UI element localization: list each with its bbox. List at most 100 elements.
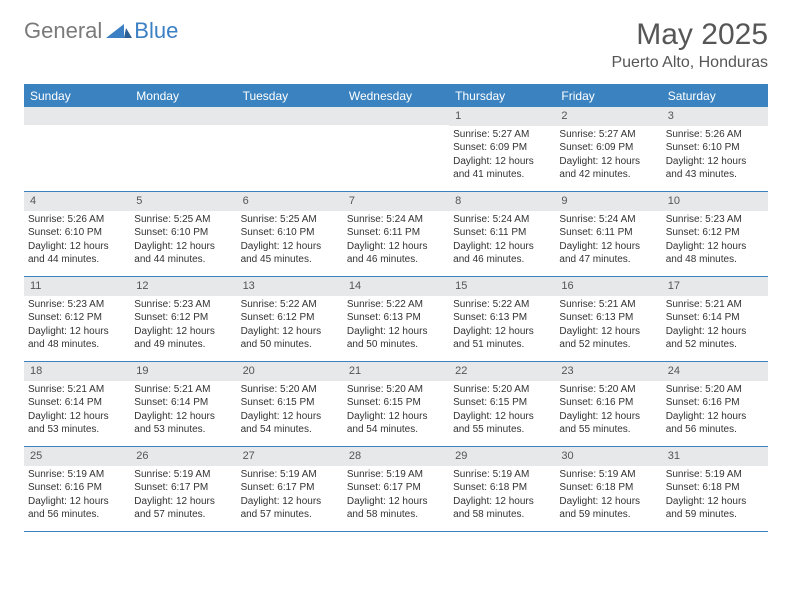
- sunrise-text: Sunrise: 5:19 AM: [559, 468, 657, 482]
- day-number: 13: [243, 280, 255, 292]
- daylight-text: Daylight: 12 hours and 55 minutes.: [559, 410, 657, 437]
- day-number: 15: [455, 280, 467, 292]
- sunrise-text: Sunrise: 5:20 AM: [347, 383, 445, 397]
- daylight-text: Daylight: 12 hours and 51 minutes.: [453, 325, 551, 352]
- weekday-header: Thursday: [449, 85, 555, 107]
- day-number: 23: [561, 365, 573, 377]
- day-cell: 17Sunrise: 5:21 AMSunset: 6:14 PMDayligh…: [662, 277, 768, 361]
- day-cell: 7Sunrise: 5:24 AMSunset: 6:11 PMDaylight…: [343, 192, 449, 276]
- day-cell: 22Sunrise: 5:20 AMSunset: 6:15 PMDayligh…: [449, 362, 555, 446]
- day-number-bar: 12: [130, 277, 236, 296]
- sunrise-text: Sunrise: 5:19 AM: [666, 468, 764, 482]
- day-number-bar: 7: [343, 192, 449, 211]
- day-number: 27: [243, 450, 255, 462]
- day-number: 9: [561, 195, 567, 207]
- day-number-bar: 6: [237, 192, 343, 211]
- daylight-text: Daylight: 12 hours and 43 minutes.: [666, 155, 764, 182]
- day-cell: 27 Sunrise: 5:19 AMSunset: 6:17 PMDayligh…: [237, 447, 343, 531]
- day-body: Sunrise: 5:19 AMSunset: 6:18 PMDaylight:…: [555, 468, 661, 526]
- sunset-text: Sunset: 6:10 PM: [241, 226, 339, 240]
- day-number: 6: [243, 195, 249, 207]
- sunrise-text: Sunrise: 5:19 AM: [241, 468, 339, 482]
- weeks-container: 1 Sunrise: 5:27 AMSunset: 6:09 PMDaylight…: [24, 107, 768, 532]
- day-number: 4: [30, 195, 36, 207]
- day-body: Sunrise: 5:23 AMSunset: 6:12 PMDaylight:…: [662, 213, 768, 271]
- sunset-text: Sunset: 6:15 PM: [453, 396, 551, 410]
- day-cell-empty: [130, 107, 236, 191]
- week-row: 1 Sunrise: 5:27 AMSunset: 6:09 PMDaylight…: [24, 107, 768, 192]
- day-number: 16: [561, 280, 573, 292]
- daylight-text: Daylight: 12 hours and 58 minutes.: [453, 495, 551, 522]
- daylight-text: Daylight: 12 hours and 44 minutes.: [28, 240, 126, 267]
- sunrise-text: Sunrise: 5:26 AM: [28, 213, 126, 227]
- sunrise-text: Sunrise: 5:22 AM: [453, 298, 551, 312]
- sunrise-text: Sunrise: 5:23 AM: [666, 213, 764, 227]
- day-number-bar: 20: [237, 362, 343, 381]
- daylight-text: Daylight: 12 hours and 41 minutes.: [453, 155, 551, 182]
- day-number-bar: 15: [449, 277, 555, 296]
- day-number: 20: [243, 365, 255, 377]
- day-cell: 15Sunrise: 5:22 AMSunset: 6:13 PMDayligh…: [449, 277, 555, 361]
- daylight-text: Daylight: 12 hours and 59 minutes.: [666, 495, 764, 522]
- day-number: 10: [668, 195, 680, 207]
- sunset-text: Sunset: 6:11 PM: [453, 226, 551, 240]
- day-body: Sunrise: 5:21 AMSunset: 6:13 PMDaylight:…: [555, 298, 661, 356]
- day-cell-empty: [237, 107, 343, 191]
- day-body: Sunrise: 5:19 AMSunset: 6:17 PMDaylight:…: [237, 468, 343, 526]
- sunrise-text: Sunrise: 5:22 AM: [241, 298, 339, 312]
- day-cell: 18Sunrise: 5:21 AMSunset: 6:14 PMDayligh…: [24, 362, 130, 446]
- day-body: Sunrise: 5:27 AMSunset: 6:09 PMDaylight:…: [555, 128, 661, 186]
- sunrise-text: Sunrise: 5:21 AM: [28, 383, 126, 397]
- day-number: 5: [136, 195, 142, 207]
- day-cell: 1Sunrise: 5:27 AMSunset: 6:09 PMDaylight…: [449, 107, 555, 191]
- weekday-header-row: SundayMondayTuesdayWednesdayThursdayFrid…: [24, 84, 768, 107]
- day-number-bar: 19: [130, 362, 236, 381]
- sunrise-text: Sunrise: 5:27 AM: [453, 128, 551, 142]
- sunset-text: Sunset: 6:14 PM: [134, 396, 232, 410]
- day-cell: 6 Sunrise: 5:25 AMSunset: 6:10 PMDaylight…: [237, 192, 343, 276]
- sunrise-text: Sunrise: 5:21 AM: [666, 298, 764, 312]
- sunrise-text: Sunrise: 5:19 AM: [347, 468, 445, 482]
- day-number: 26: [136, 450, 148, 462]
- day-cell: 5Sunrise: 5:25 AMSunset: 6:10 PMDaylight…: [130, 192, 236, 276]
- day-number: 7: [349, 195, 355, 207]
- day-number: 30: [561, 450, 573, 462]
- daylight-text: Daylight: 12 hours and 55 minutes.: [453, 410, 551, 437]
- daylight-text: Daylight: 12 hours and 59 minutes.: [559, 495, 657, 522]
- day-number-bar: [343, 107, 449, 125]
- day-cell: 14Sunrise: 5:22 AMSunset: 6:13 PMDayligh…: [343, 277, 449, 361]
- sunset-text: Sunset: 6:13 PM: [347, 311, 445, 325]
- sunset-text: Sunset: 6:18 PM: [453, 481, 551, 495]
- sunrise-text: Sunrise: 5:19 AM: [453, 468, 551, 482]
- day-number-bar: 25: [24, 447, 130, 466]
- week-row: 18Sunrise: 5:21 AMSunset: 6:14 PMDayligh…: [24, 362, 768, 447]
- sunrise-text: Sunrise: 5:19 AM: [28, 468, 126, 482]
- day-number-bar: 30: [555, 447, 661, 466]
- day-cell: 25Sunrise: 5:19 AMSunset: 6:16 PMDayligh…: [24, 447, 130, 531]
- week-row: 4Sunrise: 5:26 AMSunset: 6:10 PMDaylight…: [24, 192, 768, 277]
- month-title: May 2025: [611, 18, 768, 52]
- day-body: Sunrise: 5:23 AMSunset: 6:12 PMDaylight:…: [130, 298, 236, 356]
- day-number-bar: 17: [662, 277, 768, 296]
- calendar: SundayMondayTuesdayWednesdayThursdayFrid…: [24, 84, 768, 532]
- day-number-bar: 18: [24, 362, 130, 381]
- sunrise-text: Sunrise: 5:20 AM: [453, 383, 551, 397]
- day-cell: 20Sunrise: 5:20 AMSunset: 6:15 PMDayligh…: [237, 362, 343, 446]
- weekday-header: Saturday: [662, 85, 768, 107]
- sunrise-text: Sunrise: 5:21 AM: [134, 383, 232, 397]
- day-number-bar: 11: [24, 277, 130, 296]
- day-body: Sunrise: 5:26 AMSunset: 6:10 PMDaylight:…: [662, 128, 768, 186]
- daylight-text: Daylight: 12 hours and 48 minutes.: [28, 325, 126, 352]
- sunrise-text: Sunrise: 5:19 AM: [134, 468, 232, 482]
- day-cell: 23Sunrise: 5:20 AMSunset: 6:16 PMDayligh…: [555, 362, 661, 446]
- daylight-text: Daylight: 12 hours and 45 minutes.: [241, 240, 339, 267]
- day-number: 1: [455, 110, 461, 122]
- day-number-bar: [130, 107, 236, 125]
- daylight-text: Daylight: 12 hours and 54 minutes.: [241, 410, 339, 437]
- sunrise-text: Sunrise: 5:24 AM: [559, 213, 657, 227]
- day-cell: 16 Sunrise: 5:21 AMSunset: 6:13 PMDayligh…: [555, 277, 661, 361]
- daylight-text: Daylight: 12 hours and 48 minutes.: [666, 240, 764, 267]
- day-body: Sunrise: 5:25 AMSunset: 6:10 PMDaylight:…: [237, 213, 343, 271]
- sunrise-text: Sunrise: 5:22 AM: [347, 298, 445, 312]
- day-body: Sunrise: 5:19 AMSunset: 6:18 PMDaylight:…: [662, 468, 768, 526]
